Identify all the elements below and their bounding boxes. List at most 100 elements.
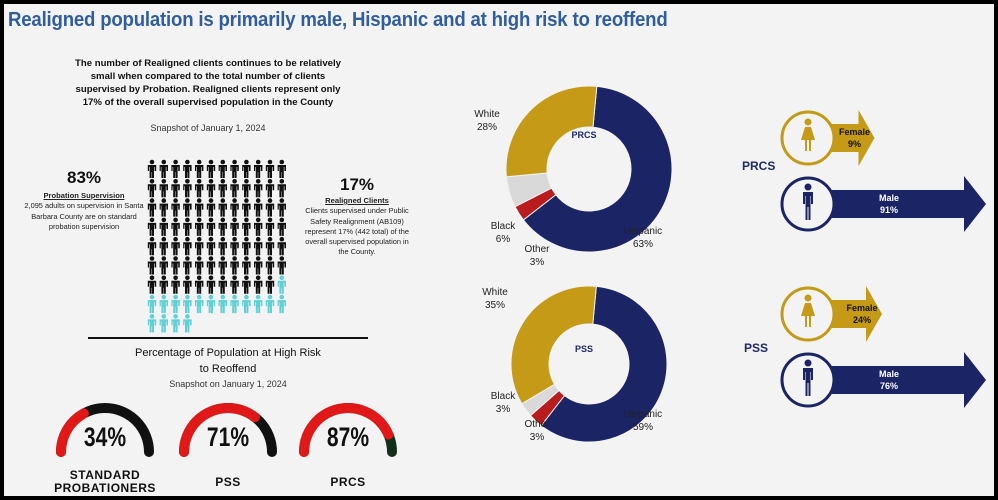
person-icon-probation bbox=[277, 179, 286, 198]
person-icon-probation bbox=[171, 179, 180, 198]
person-icon-realigned bbox=[183, 294, 192, 314]
person-icon-probation bbox=[254, 275, 263, 294]
person-icon-probation bbox=[159, 159, 168, 178]
slice-name: Other bbox=[524, 244, 550, 255]
female-text: Female bbox=[838, 127, 871, 137]
person-icon-probation bbox=[218, 198, 227, 217]
donut-label-black: Black 3% bbox=[478, 390, 528, 416]
person-icon-probation bbox=[206, 159, 216, 178]
person-icon-realigned bbox=[159, 294, 168, 314]
person-icon-probation bbox=[159, 236, 168, 256]
male-text: Male bbox=[878, 193, 899, 203]
person-icon-probation bbox=[183, 256, 192, 275]
person-icon-probation bbox=[171, 217, 180, 236]
person-icon-probation bbox=[195, 256, 204, 275]
person-icon-probation bbox=[254, 256, 263, 275]
probation-text: 2,095 adults on supervision in Santa Bar… bbox=[24, 201, 144, 231]
infographic: Realigned population is primarily male, … bbox=[4, 4, 994, 496]
person-icon-probation bbox=[206, 217, 216, 236]
person-icon-probation bbox=[230, 179, 239, 198]
donut-chart-prcs bbox=[505, 85, 673, 253]
person-icon-probation bbox=[230, 256, 239, 275]
person-icon-probation bbox=[206, 198, 216, 217]
person-icon-realigned bbox=[242, 294, 251, 314]
male-person-icon bbox=[803, 183, 813, 220]
person-icon-probation bbox=[265, 236, 275, 256]
gauge-fill bbox=[56, 408, 89, 457]
person-icon-probation bbox=[230, 217, 239, 236]
slice-pct: 6% bbox=[495, 234, 511, 245]
person-icon-realigned bbox=[171, 294, 180, 314]
person-icon-realigned bbox=[195, 294, 204, 314]
slice-name: Hispanic bbox=[623, 409, 663, 420]
person-icon-probation bbox=[171, 275, 180, 294]
intro-snapshot: Snapshot of January 1, 2024 bbox=[150, 123, 266, 133]
risk-heading-block: Percentage of Population at High Risk to… bbox=[88, 345, 368, 391]
person-icon-probation bbox=[242, 275, 251, 294]
slice-name: Other bbox=[524, 419, 550, 430]
gender-group-label: PSS bbox=[744, 341, 769, 355]
person-icon-probation bbox=[265, 217, 275, 236]
person-icon-probation bbox=[230, 236, 239, 256]
gauge-value: 34% bbox=[83, 422, 127, 452]
realigned-pct: 17% bbox=[339, 175, 375, 194]
person-icon-probation bbox=[277, 217, 286, 236]
slice-pct: 59% bbox=[632, 422, 653, 433]
gauge-value: 87% bbox=[326, 422, 370, 452]
person-icon-probation bbox=[230, 159, 239, 178]
person-icon-probation bbox=[183, 217, 192, 236]
realigned-heading: Realigned Clients bbox=[325, 196, 389, 205]
person-icon-probation bbox=[195, 275, 204, 294]
person-icon-probation bbox=[254, 236, 263, 256]
person-icon-realigned bbox=[147, 314, 157, 333]
person-icon-probation bbox=[254, 159, 263, 178]
female-pct: 24% bbox=[852, 315, 871, 325]
person-icon-probation bbox=[171, 198, 180, 217]
person-icon-probation bbox=[159, 198, 168, 217]
person-icon-probation bbox=[195, 179, 204, 198]
person-icon-probation bbox=[147, 198, 157, 217]
gender-arrows-pss bbox=[780, 286, 986, 408]
gauge-fill bbox=[179, 403, 260, 457]
male-arrow bbox=[808, 352, 986, 408]
donut-label-black: Black 6% bbox=[478, 220, 528, 246]
person-icon-probation bbox=[242, 217, 251, 236]
person-icon-probation bbox=[183, 198, 192, 217]
donut-label-white: White 35% bbox=[470, 286, 520, 312]
slice-name: White bbox=[482, 287, 508, 298]
gauge-label: PSS bbox=[215, 475, 241, 489]
person-icon-realigned bbox=[147, 294, 157, 314]
donut-slice-hispanic bbox=[522, 85, 673, 253]
people-pictograph bbox=[147, 159, 286, 333]
person-icon-probation bbox=[277, 256, 286, 275]
person-icon-probation bbox=[195, 217, 204, 236]
person-icon-probation bbox=[242, 236, 251, 256]
gender-group-label: PRCS bbox=[742, 159, 776, 173]
donut-chart-pss bbox=[510, 285, 668, 443]
person-icon-probation bbox=[147, 217, 157, 236]
intro-text: The number of Realigned clients continue… bbox=[74, 58, 342, 108]
gauge-label: STANDARD PROBATIONERS bbox=[54, 468, 156, 495]
risk-snapshot: Snapshot on January 1, 2024 bbox=[169, 379, 287, 389]
person-icon-probation bbox=[147, 236, 157, 256]
donut-slice-hispanic bbox=[540, 285, 668, 443]
slice-pct: 28% bbox=[476, 122, 497, 133]
male-label: Male 76% bbox=[849, 368, 929, 392]
person-icon-probation bbox=[171, 159, 180, 178]
person-icon-probation bbox=[159, 275, 168, 294]
person-icon-realigned bbox=[254, 294, 263, 314]
probation-description: Probation Supervision 2,095 adults on su… bbox=[24, 191, 144, 232]
probation-pct: 83% bbox=[66, 168, 102, 187]
person-icon-probation bbox=[218, 236, 227, 256]
person-icon-probation bbox=[147, 159, 157, 178]
person-icon-probation bbox=[242, 256, 251, 275]
slice-name: Hispanic bbox=[623, 226, 663, 237]
slice-name: Black bbox=[490, 391, 516, 402]
person-icon-probation bbox=[147, 256, 157, 275]
person-icon-probation bbox=[195, 159, 204, 178]
person-icon-probation bbox=[206, 256, 216, 275]
gauge-0 bbox=[56, 403, 154, 457]
person-icon-probation bbox=[206, 179, 216, 198]
person-icon-probation bbox=[265, 198, 275, 217]
person-icon-probation bbox=[171, 236, 180, 256]
